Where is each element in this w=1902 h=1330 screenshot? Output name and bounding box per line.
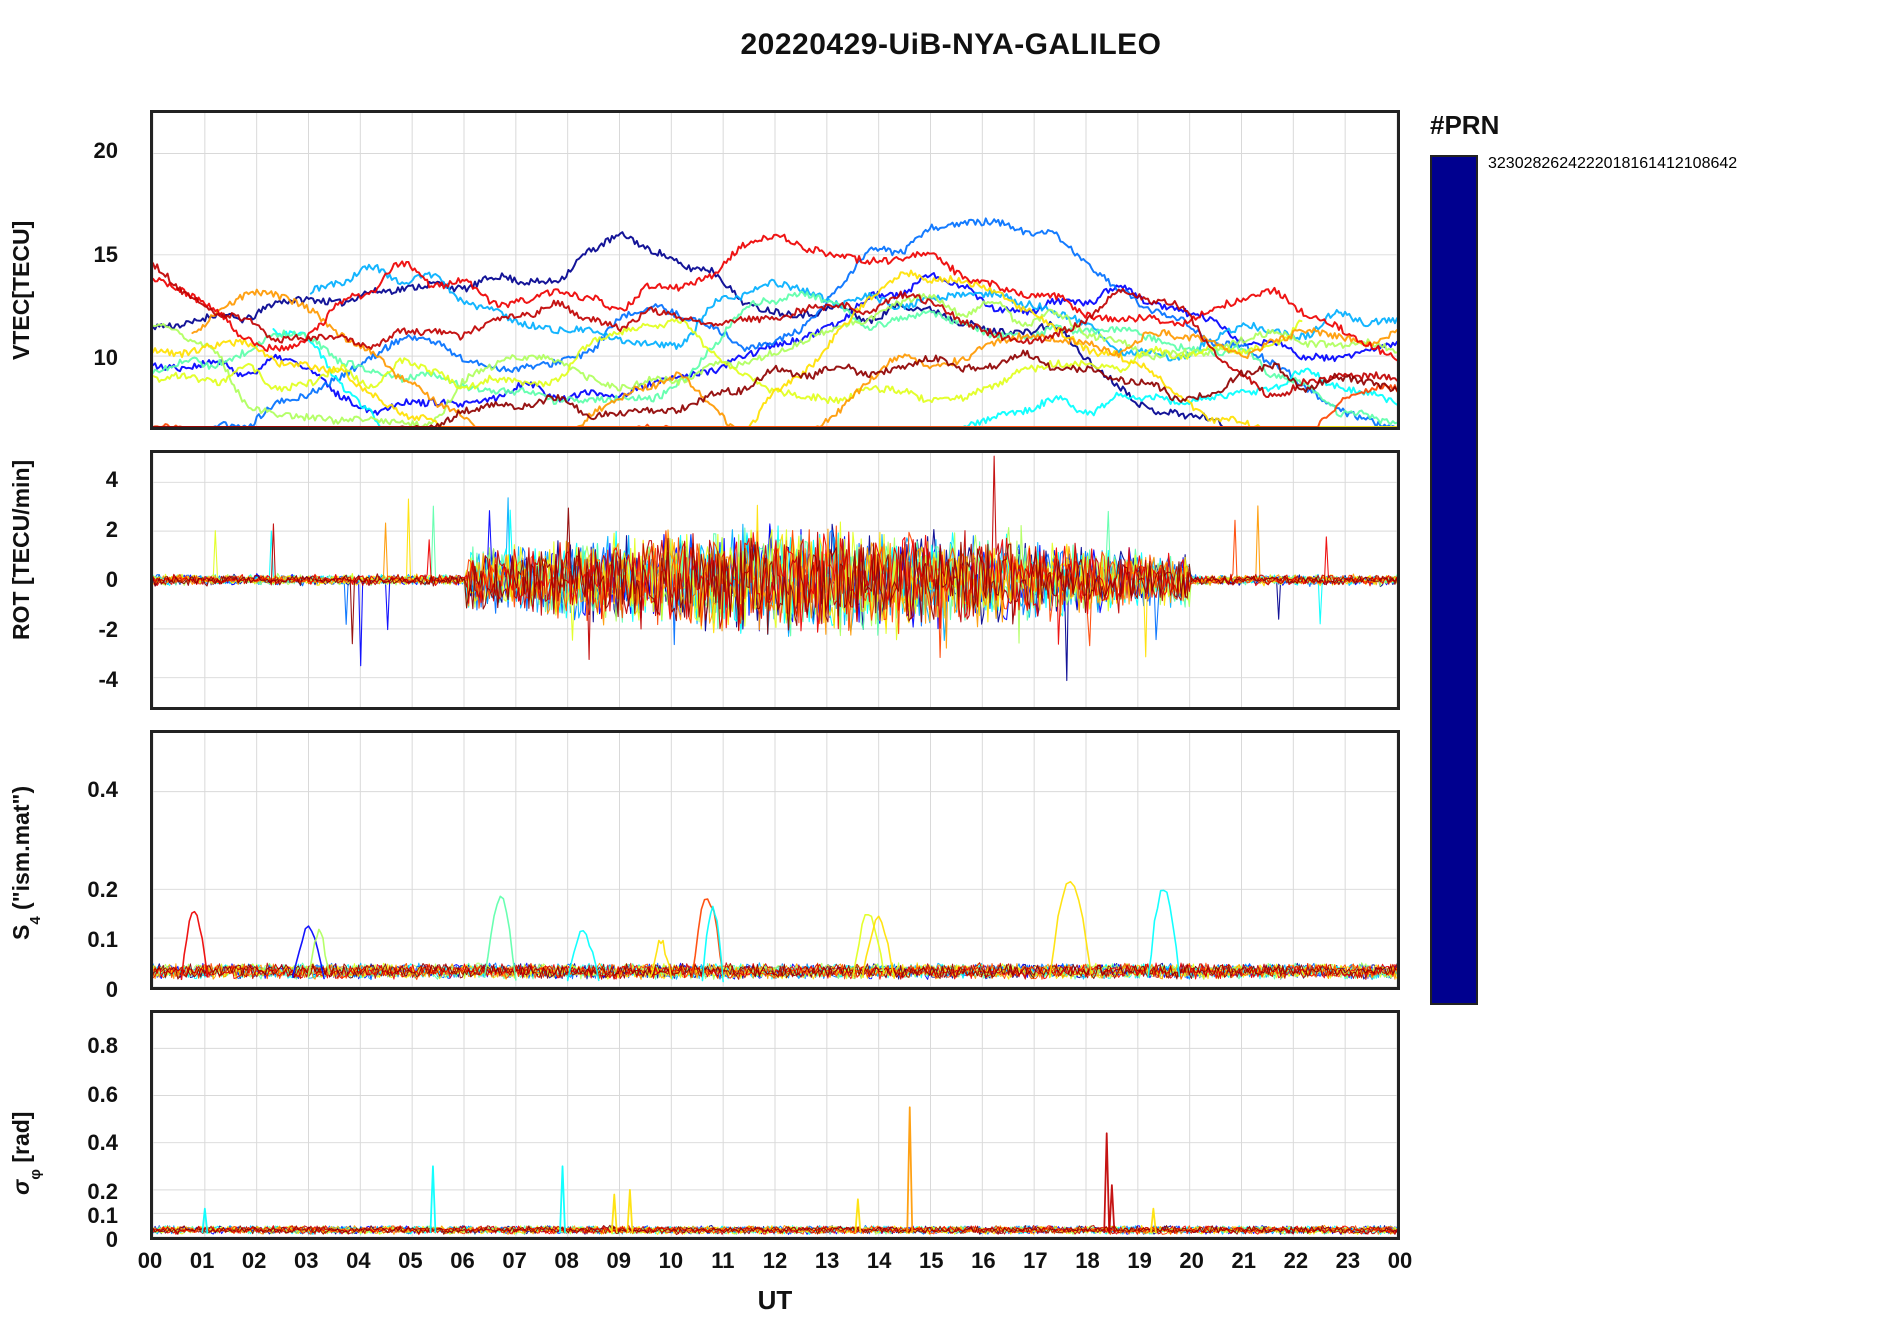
ytick-label: 0.2 xyxy=(87,1179,118,1205)
x-tick-label: 23 xyxy=(1336,1248,1360,1274)
x-tick-label: 09 xyxy=(607,1248,631,1274)
ytick-label: -2 xyxy=(98,617,118,643)
colorbar-tick-label: 16 xyxy=(1630,155,1648,172)
x-tick-label: 01 xyxy=(190,1248,214,1274)
colorbar-tick-label: 10 xyxy=(1684,155,1702,172)
colorbar-tick-label: 4 xyxy=(1719,155,1728,172)
x-tick-label: 12 xyxy=(763,1248,787,1274)
ytick-label: -4 xyxy=(98,667,118,693)
ytick-label: 0.6 xyxy=(87,1082,118,1108)
x-tick-label: 11 xyxy=(711,1248,734,1274)
sigmaphi-panel xyxy=(150,1010,1400,1240)
colorbar-tick-label: 28 xyxy=(1524,155,1542,172)
chart-root: { "title": "20220429-UiB-NYA-GALILEO", "… xyxy=(0,0,1902,1330)
x-tick-label: 06 xyxy=(450,1248,474,1274)
x-tick-label: 22 xyxy=(1284,1248,1308,1274)
colorbar-tick-label: 24 xyxy=(1559,155,1577,172)
colorbar-tick-label: 2 xyxy=(1728,155,1737,172)
x-tick-label: 19 xyxy=(1127,1248,1151,1274)
x-tick-label: 18 xyxy=(1075,1248,1099,1274)
x-tick-label: 21 xyxy=(1232,1248,1256,1274)
ytick-label: 0.1 xyxy=(87,927,118,953)
ytick-label: 0 xyxy=(106,1227,118,1253)
colorbar-tick-label: 14 xyxy=(1648,155,1666,172)
ytick-label: 0 xyxy=(106,567,118,593)
colorbar-ticklabels: 3230282624222018161412108642 xyxy=(1488,155,1737,1005)
ytick-label: 0.4 xyxy=(87,777,118,803)
vtec-yticks: 10 15 20 xyxy=(0,110,130,430)
rot-yticks: -4 -2 0 2 4 xyxy=(0,450,130,710)
colorbar-title: #PRN xyxy=(1430,110,1499,141)
ytick-label: 0.1 xyxy=(87,1203,118,1229)
x-tick-label: 14 xyxy=(867,1248,891,1274)
colorbar-gradient[interactable] xyxy=(1430,155,1478,1005)
x-tick-label: 15 xyxy=(919,1248,943,1274)
colorbar-tick-label: 30 xyxy=(1506,155,1524,172)
x-tick-label: 03 xyxy=(294,1248,318,1274)
vtec-panel xyxy=(150,110,1400,430)
colorbar-tick-label: 12 xyxy=(1666,155,1684,172)
colorbar-tick-label: 22 xyxy=(1577,155,1595,172)
x-tick-label: 13 xyxy=(815,1248,839,1274)
ytick-label: 15 xyxy=(94,242,118,268)
ytick-label: 2 xyxy=(106,517,118,543)
chart-title: 20220429-UiB-NYA-GALILEO xyxy=(0,28,1902,62)
s4-panel xyxy=(150,730,1400,990)
x-tick-label: 07 xyxy=(502,1248,526,1274)
ytick-label: 10 xyxy=(94,345,118,371)
x-tick-label: 02 xyxy=(242,1248,266,1274)
x-axis-title: UT xyxy=(150,1285,1400,1316)
x-tick-label: 20 xyxy=(1179,1248,1203,1274)
ytick-label: 0.4 xyxy=(87,1130,118,1156)
rot-panel xyxy=(150,450,1400,710)
colorbar-tick-label: 18 xyxy=(1613,155,1631,172)
ytick-label: 20 xyxy=(94,138,118,164)
colorbar-tick-label: 20 xyxy=(1595,155,1613,172)
sigmaphi-yticks: 0 0.1 0.2 0.4 0.6 0.8 xyxy=(0,1010,130,1240)
colorbar-tick-label: 26 xyxy=(1541,155,1559,172)
x-tick-label: 05 xyxy=(398,1248,422,1274)
ytick-label: 0.8 xyxy=(87,1033,118,1059)
x-tick-label: 10 xyxy=(659,1248,683,1274)
x-tick-label: 16 xyxy=(971,1248,995,1274)
ytick-label: 0 xyxy=(106,977,118,1003)
x-tick-label: 17 xyxy=(1023,1248,1047,1274)
s4-yticks: 0 0.1 0.2 0.4 xyxy=(0,730,130,990)
x-tick-label: 00 xyxy=(138,1248,162,1274)
x-tick-label: 04 xyxy=(346,1248,370,1274)
colorbar-tick-label: 32 xyxy=(1488,155,1506,172)
x-tick-label: 00 xyxy=(1388,1248,1412,1274)
ytick-label: 0.2 xyxy=(87,877,118,903)
ytick-label: 4 xyxy=(106,467,118,493)
x-tick-label: 08 xyxy=(554,1248,578,1274)
